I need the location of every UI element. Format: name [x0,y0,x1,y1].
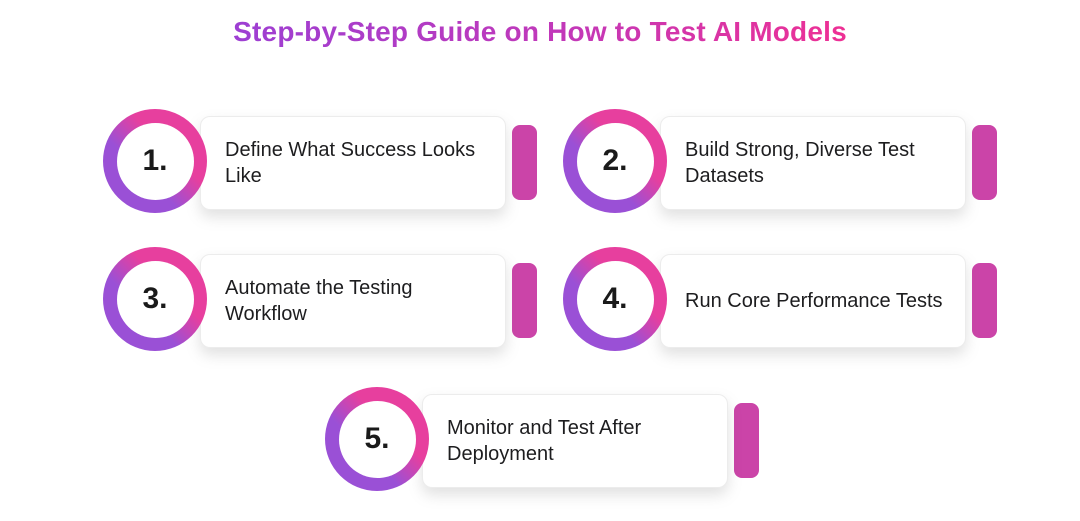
step-number-badge: 1. [103,109,207,213]
step-number: 1. [142,144,168,177]
step-number: 2. [602,144,628,177]
step-card: Monitor and Test After Deployment [422,394,728,488]
step-number: 4. [602,282,628,315]
step-card: Build Strong, Diverse Test Datasets [660,116,966,210]
step-label: Build Strong, Diverse Test Datasets [685,139,915,187]
step-label: Monitor and Test After Deployment [447,417,642,465]
title-wrap: Step-by-Step Guide on How to Test AI Mod… [0,16,1080,48]
step-card: Automate the Testing Workflow [200,254,506,348]
step-number-badge-inner: 5. [338,400,416,478]
step-number-badge: 5. [325,387,429,491]
step-label: Automate the Testing Workflow [225,277,413,325]
step-number-badge: 3. [103,247,207,351]
step-card: Run Core Performance Tests [660,254,966,348]
step-number-badge: 2. [563,109,667,213]
step-label: Define What Success Looks Like [225,139,476,187]
step-item-4: Run Core Performance Tests 4. [563,247,999,355]
step-card: Define What Success Looks Like [200,116,506,210]
page-title: Step-by-Step Guide on How to Test AI Mod… [233,16,847,47]
step-accent-tab [972,125,997,200]
step-number-badge-inner: 4. [576,260,654,338]
step-accent-tab [972,263,997,338]
step-item-3: Automate the Testing Workflow 3. [103,247,539,355]
step-number-badge: 4. [563,247,667,351]
step-number-badge-inner: 2. [576,122,654,200]
step-item-1: Define What Success Looks Like 1. [103,109,539,217]
step-number: 3. [142,282,168,315]
step-accent-tab [512,263,537,338]
step-number: 5. [364,422,390,455]
step-label: Run Core Performance Tests [685,290,943,312]
step-item-5: Monitor and Test After Deployment 5. [325,387,761,495]
step-number-badge-inner: 3. [116,260,194,338]
step-accent-tab [734,403,759,478]
step-item-2: Build Strong, Diverse Test Datasets 2. [563,109,999,217]
step-accent-tab [512,125,537,200]
step-number-badge-inner: 1. [116,122,194,200]
